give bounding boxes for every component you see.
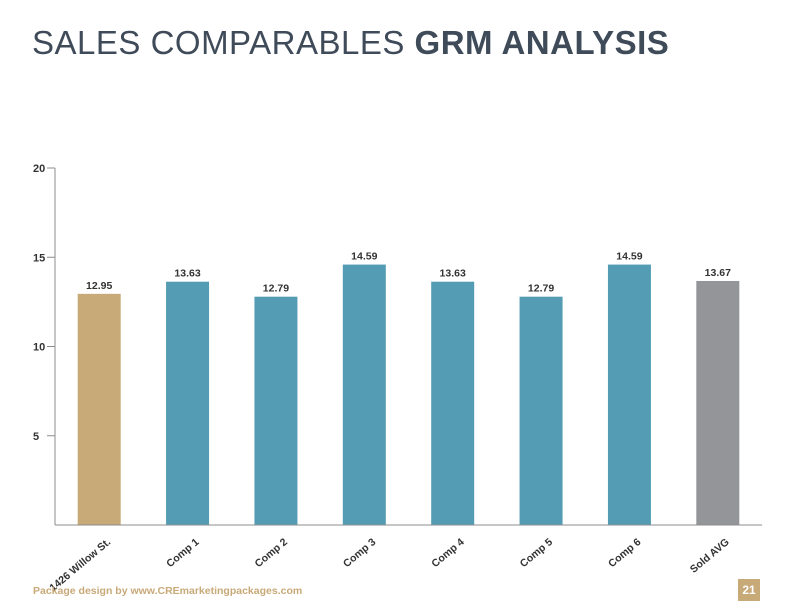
bar-comp (519, 296, 563, 525)
y-tick-label: 15 (33, 252, 45, 264)
bar-subject (77, 293, 121, 525)
page-title: SALES COMPARABLES GRM ANALYSIS (32, 24, 669, 62)
page-title-bold: GRM ANALYSIS (414, 24, 670, 61)
bar-value-label: 12.79 (528, 283, 554, 295)
y-tick-label: 5 (33, 431, 39, 443)
bar-series (77, 264, 740, 525)
bar-value-label: 12.95 (86, 280, 112, 292)
y-tick-label: 10 (33, 342, 45, 354)
bar-value-label: 14.59 (616, 251, 642, 263)
bar-value-label: 14.59 (351, 251, 377, 263)
page-title-light: SALES COMPARABLES (32, 24, 405, 61)
y-tick-label: 20 (33, 163, 45, 175)
bar-average (696, 280, 740, 525)
bar-value-label: 13.63 (174, 268, 200, 280)
bar-comp (607, 264, 651, 525)
bar-comp (254, 296, 298, 525)
bar-comp (342, 264, 386, 525)
footer-credit: Package design by www.CREmarketingpackag… (33, 585, 303, 597)
bar-value-label: 12.79 (263, 283, 289, 295)
x-category-label: Comp 6 (606, 536, 643, 570)
page-number: 21 (738, 579, 760, 601)
x-category-label: Comp 3 (341, 536, 378, 570)
y-axis: 5 10 15 20 (33, 163, 56, 525)
x-category-label: Comp 2 (253, 536, 290, 570)
bar-comp (166, 281, 210, 525)
x-category-label: Sold AVG (688, 536, 732, 576)
x-category-label: Comp 5 (518, 536, 555, 570)
data-labels: 12.95 13.63 12.79 14.59 13.63 12.79 14.59 13.67 (86, 251, 731, 295)
bar-value-label: 13.67 (705, 267, 731, 279)
bar-value-label: 13.63 (440, 268, 466, 280)
x-category-label: Comp 4 (429, 536, 466, 570)
bar-comp (431, 281, 475, 525)
x-category-label: Comp 1 (164, 536, 201, 570)
